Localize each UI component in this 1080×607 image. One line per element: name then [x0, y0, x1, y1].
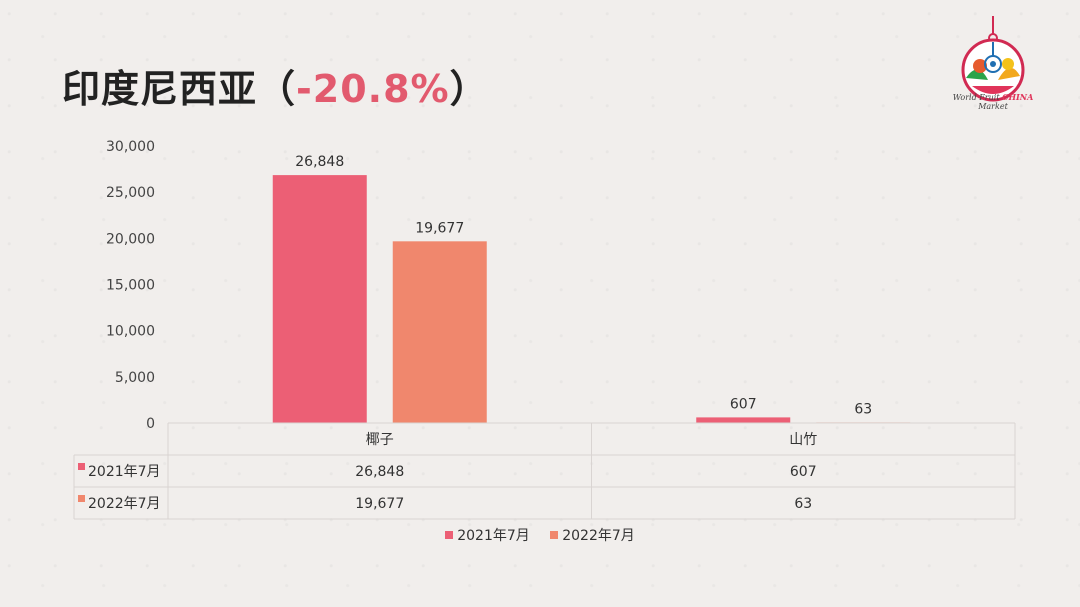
bar-chart: 0 5,000 10,000 15,000 20,000 25,000 30,000 26,8…: [73, 139, 1016, 520]
table-cell: 607: [790, 464, 817, 480]
y-tick-label: 20,000: [106, 231, 155, 247]
legend-item-2022: 2022年7月: [550, 525, 635, 545]
table-swatch: [78, 463, 85, 470]
legend-label-2021: 2021年7月: [457, 528, 530, 544]
bar-0-1: [696, 417, 791, 423]
table-series-name: 2022年7月: [88, 496, 161, 512]
y-tick-label: 10,000: [106, 324, 155, 340]
y-tick-label: 0: [146, 416, 155, 432]
table-swatch: [78, 495, 85, 502]
y-tick-label: 15,000: [106, 278, 155, 294]
bar-0-0: [272, 175, 367, 423]
data-label: 19,677: [415, 220, 464, 236]
bar-1-0: [392, 241, 487, 423]
table-cell: 19,677: [355, 496, 404, 512]
table-cell: 63: [794, 496, 812, 512]
y-tick-label: 25,000: [106, 185, 155, 201]
data-label: 607: [730, 396, 757, 412]
table-series-name: 2021年7月: [88, 464, 161, 480]
category-label: 山竹: [789, 432, 817, 448]
legend-item-2021: 2021年7月: [445, 525, 530, 545]
logo-caption: World Fruit CHINA Market: [952, 92, 1034, 111]
y-tick-label: 5,000: [115, 370, 155, 386]
data-label: 63: [854, 401, 872, 417]
change-percent: -20.8%: [296, 67, 450, 111]
chart-legend: 2021年7月 2022年7月: [0, 525, 1080, 545]
data-label: 26,848: [295, 154, 344, 170]
y-tick-label: 30,000: [106, 139, 155, 155]
legend-swatch-2021: [445, 531, 454, 539]
world-fruit-logo: [961, 16, 1025, 102]
category-label: 椰子: [366, 432, 394, 448]
legend-swatch-2022: [550, 531, 559, 539]
page-title: 印度尼西亚（-20.8%）: [62, 67, 489, 111]
table-cell: 26,848: [355, 464, 404, 480]
legend-label-2022: 2022年7月: [562, 528, 635, 544]
